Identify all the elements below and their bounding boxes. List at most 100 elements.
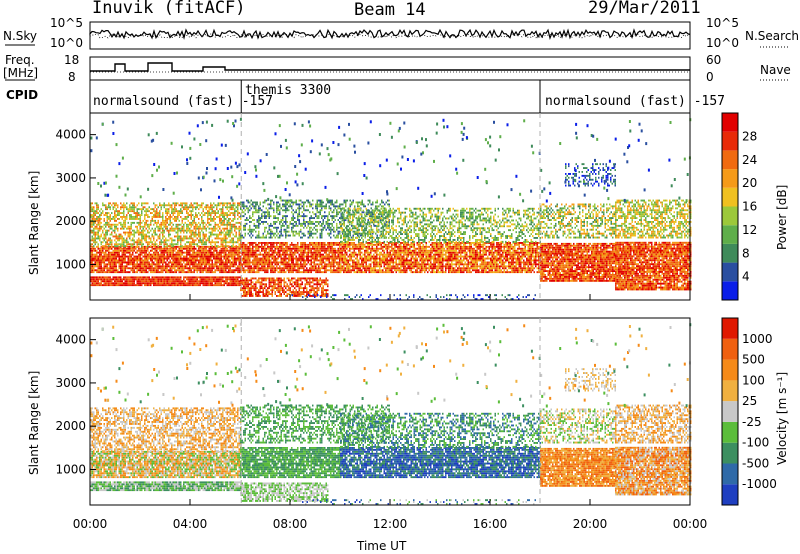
power-cell	[91, 261, 93, 264]
power-cell	[163, 235, 165, 238]
power-cell	[139, 259, 141, 262]
power-cell	[93, 257, 95, 260]
power-cell	[288, 279, 290, 282]
power-cell	[261, 247, 263, 250]
power-cell	[226, 263, 228, 266]
power-cell	[178, 276, 180, 279]
power-cell	[117, 237, 119, 240]
power-cell	[90, 223, 92, 226]
power-cell	[309, 285, 311, 288]
power-cell	[268, 257, 270, 260]
power-cell	[268, 283, 270, 286]
power-cell	[193, 245, 195, 248]
power-cell	[118, 267, 120, 270]
power-cell	[309, 232, 311, 235]
power-cell	[232, 212, 234, 214]
power-cell	[255, 287, 257, 290]
power-cell	[231, 219, 233, 222]
power-cell	[315, 295, 317, 297]
power-cell	[235, 235, 237, 238]
power-cell	[157, 278, 159, 281]
power-cell	[159, 216, 161, 218]
power-cell	[186, 202, 188, 205]
power-cell	[226, 249, 228, 252]
power-cell	[211, 261, 213, 264]
power-cell	[193, 271, 195, 274]
power-cell	[165, 278, 167, 281]
power-cell	[136, 280, 138, 283]
power-cell	[237, 269, 239, 272]
power-cell	[264, 217, 266, 219]
power-cell	[258, 265, 260, 268]
power-cell	[315, 257, 317, 260]
power-cell	[334, 257, 336, 260]
power-cell	[330, 257, 332, 260]
power-cell	[132, 263, 134, 266]
power-cell	[244, 219, 246, 221]
power-cell	[336, 263, 338, 266]
power-cell	[132, 269, 134, 272]
power-cell	[102, 231, 104, 234]
power-cell	[160, 255, 162, 258]
power-cell	[295, 265, 297, 268]
power-cell	[255, 259, 257, 262]
power-cell	[144, 206, 146, 209]
power-cell	[115, 284, 117, 287]
power-cell	[234, 218, 236, 220]
power-cell	[159, 243, 161, 246]
power-cell	[213, 271, 215, 274]
power-cell	[249, 263, 251, 266]
power-cell	[280, 249, 282, 252]
power-cell	[145, 269, 147, 272]
power-cell	[310, 291, 312, 293]
power-cell	[244, 228, 246, 231]
power-cell	[166, 276, 168, 279]
power-cell	[252, 201, 254, 204]
power-cell	[111, 259, 113, 262]
power-cell	[276, 251, 278, 254]
power-cell	[280, 245, 282, 248]
power-cell	[205, 206, 207, 209]
power-cell	[178, 282, 180, 285]
power-cell	[292, 291, 294, 293]
power-cell	[222, 261, 224, 264]
power-cell	[189, 263, 191, 266]
power-cell	[121, 243, 123, 246]
power-cell	[96, 259, 98, 262]
power-cell	[219, 282, 221, 285]
power-cell	[280, 226, 282, 229]
power-cell	[277, 247, 279, 250]
power-cell	[253, 285, 255, 288]
power-cell	[141, 265, 143, 268]
power-cell	[201, 257, 203, 260]
power-cell	[316, 247, 318, 250]
power-cell	[106, 212, 108, 214]
power-cell	[289, 205, 291, 208]
power-cell	[129, 206, 131, 209]
power-cell	[148, 210, 150, 213]
power-cell	[252, 205, 254, 208]
power-cell	[186, 284, 188, 287]
power-cell	[142, 282, 144, 285]
power-cell	[114, 245, 116, 248]
power-cell	[177, 231, 179, 234]
power-cell	[154, 221, 156, 224]
power-cell	[153, 247, 155, 250]
power-cell	[130, 280, 132, 283]
power-cell	[211, 239, 213, 242]
power-cell	[102, 259, 104, 262]
power-cell	[285, 207, 287, 210]
power-cell	[184, 276, 186, 279]
power-cell	[190, 231, 192, 234]
power-cell	[220, 257, 222, 260]
power-cell	[166, 219, 168, 222]
power-cell	[330, 249, 332, 252]
power-cell	[318, 253, 320, 256]
power-cell	[100, 243, 102, 246]
power-cell	[195, 243, 197, 246]
power-cell	[109, 237, 111, 240]
power-cell	[183, 225, 185, 228]
power-cell	[237, 284, 239, 287]
power-cell	[318, 245, 320, 248]
power-cell	[102, 278, 104, 281]
